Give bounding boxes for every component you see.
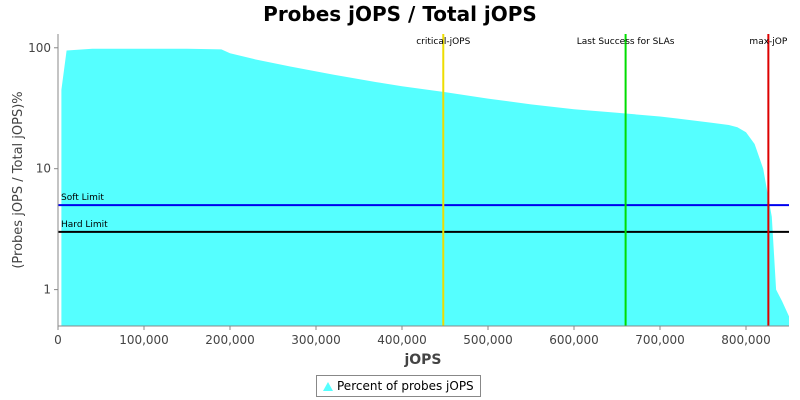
- x-tick-label: 500,000: [463, 333, 513, 347]
- marker-line-label-2: max-jOP: [749, 37, 787, 47]
- y-axis-ticks: 1 10 100: [28, 41, 58, 297]
- x-axis-ticks: 0 100,000 200,000 300,000 400,000 500,000 600,…: [54, 326, 771, 347]
- marker-lines: critical-jOPS Last Success for SLAs max-jO…: [416, 34, 788, 326]
- x-tick-label: 300,000: [291, 333, 341, 347]
- y-axis-label: (Probes jOPS / Total jOPS)%: [11, 91, 26, 268]
- series-area-0: [61, 48, 789, 327]
- legend-swatch: [323, 381, 333, 391]
- chart-title: Probes jOPS / Total jOPS: [263, 2, 537, 26]
- area-layer: [61, 48, 789, 327]
- x-tick-label: 600,000: [549, 333, 599, 347]
- x-tick-label: 0: [54, 333, 62, 347]
- limit-line-label-0: Soft Limit: [61, 193, 104, 203]
- marker-line-label-0: critical-jOPS: [416, 37, 470, 47]
- x-tick-label: 700,000: [635, 333, 685, 347]
- y-tick-label: 10: [36, 162, 51, 176]
- x-axis-label: jOPS: [403, 352, 441, 368]
- legend: Percent of probes jOPS: [316, 375, 481, 397]
- limit-lines: Soft Limit Hard Limit: [58, 193, 789, 233]
- x-tick-label: 200,000: [205, 333, 255, 347]
- legend-label: Percent of probes jOPS: [337, 379, 474, 393]
- x-tick-label: 400,000: [377, 333, 427, 347]
- limit-line-label-1: Hard Limit: [61, 220, 108, 230]
- marker-line-label-1: Last Success for SLAs: [577, 37, 675, 47]
- y-tick-label: 1: [43, 283, 51, 297]
- x-tick-label: 100,000: [119, 333, 169, 347]
- x-tick-label: 800,000: [721, 333, 771, 347]
- y-tick-label: 100: [28, 41, 51, 55]
